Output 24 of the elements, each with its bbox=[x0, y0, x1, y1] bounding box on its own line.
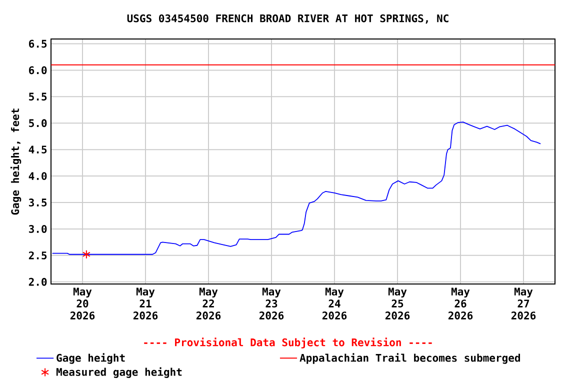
x-tick-label: May 21 2026 bbox=[133, 288, 158, 320]
x-tick-label: May 23 2026 bbox=[259, 288, 284, 320]
y-axis-title: Gage height, feet bbox=[10, 108, 22, 215]
x-tick-label: May 20 2026 bbox=[70, 288, 95, 320]
y-tick-label: 3.0 bbox=[28, 224, 47, 233]
y-tick-label: 2.0 bbox=[28, 278, 47, 286]
y-tick-label: 2.5 bbox=[28, 251, 47, 260]
legend-label: Appalachian Trail becomes submerged bbox=[300, 353, 520, 364]
legend-label: Measured gage height bbox=[56, 367, 182, 378]
x-tick-label: May 22 2026 bbox=[196, 288, 221, 320]
legend-label: Gage height bbox=[56, 353, 125, 364]
x-tick-label: May 27 2026 bbox=[511, 288, 536, 320]
y-tick-label: 6.5 bbox=[29, 40, 47, 48]
y-tick-label: 5.0 bbox=[29, 119, 47, 128]
y-tick-label: 3.5 bbox=[28, 198, 47, 206]
x-tick-label: May 24 2026 bbox=[322, 288, 347, 320]
y-tick-label: 4.5 bbox=[28, 146, 47, 154]
y-tick-label: 4.0 bbox=[28, 172, 47, 180]
chart-title: USGS 03454500 FRENCH BROAD RIVER AT HOT SPRINGS, NC bbox=[127, 14, 448, 24]
y-tick-label: 5.5 bbox=[29, 92, 47, 101]
x-tick-label: May 26 2026 bbox=[448, 288, 473, 320]
text: ---- Provisional Data Subject to Revision ---- bbox=[144, 338, 432, 348]
y-tick-label: 6.0 bbox=[29, 66, 47, 74]
x-tick-label: May 25 2026 bbox=[385, 288, 410, 320]
